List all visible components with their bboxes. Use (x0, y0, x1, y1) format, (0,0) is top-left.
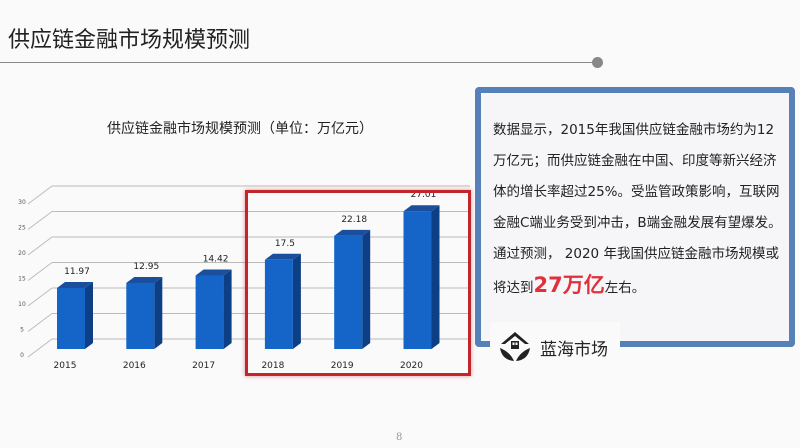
brand-logo: 蓝海市场 (490, 322, 620, 372)
y-tick-label: 15 (18, 276, 26, 283)
x-tick-label: 2018 (261, 361, 284, 371)
summary-text-body: 数据显示，2015年我国供应链金融市场约为12万亿元；而供应链金融在中国、印度等… (493, 122, 782, 296)
house-leaf-icon (500, 332, 530, 361)
data-label: 22.18 (341, 215, 367, 225)
y-tick-label: 5 (20, 327, 24, 334)
x-tick-label: 2015 (54, 361, 77, 371)
y-tick-label: 20 (18, 250, 26, 257)
y-tick-label: 0 (20, 352, 24, 359)
bar (403, 211, 432, 349)
data-label: 17.5 (275, 239, 295, 249)
data-label: 14.42 (203, 254, 229, 264)
title-divider (0, 62, 596, 63)
summary-text: 数据显示，2015年我国供应链金融市场约为12万亿元；而供应链金融在中国、印度等… (493, 115, 783, 304)
bar-side (362, 229, 371, 349)
bar (126, 282, 155, 349)
bar-side (85, 281, 93, 349)
slide-title: 供应链金融市场规模预测 (8, 28, 251, 53)
grid-side-line (27, 287, 53, 307)
grid-side-line (27, 262, 53, 281)
bar-top (126, 276, 163, 283)
divider-dot (592, 57, 603, 68)
bar-side (292, 253, 301, 349)
grid-side-line (27, 185, 53, 205)
summary-panel: 数据显示，2015年我国供应链金融市场约为12万亿元；而供应链金融在中国、印度等… (475, 87, 795, 347)
y-tick-label: 10 (18, 301, 26, 308)
y-tick-label: 30 (18, 199, 26, 206)
bar (264, 259, 293, 349)
x-tick-label: 2017 (192, 361, 215, 371)
bar-side (223, 269, 232, 349)
y-tick-label: 25 (18, 225, 26, 232)
bar-top (403, 205, 440, 212)
data-label: 12.95 (133, 262, 159, 272)
page-number: 8 (396, 432, 403, 443)
summary-text-end: 左右。 (604, 280, 646, 296)
highlight-box (245, 190, 471, 376)
bar-top (264, 253, 301, 260)
x-tick-label: 2020 (400, 361, 423, 371)
bar-side (154, 276, 163, 349)
data-label: 27.01 (411, 190, 437, 200)
summary-highlight: 27万亿 (533, 273, 605, 297)
bar (195, 275, 224, 349)
bar (57, 287, 85, 349)
bar-top (334, 229, 371, 236)
data-label: 11.97 (64, 267, 90, 277)
chart-title: 供应链金融市场规模预测（单位：万亿元） (107, 121, 373, 137)
bar-top (195, 269, 232, 276)
x-tick-label: 2016 (123, 361, 146, 371)
bar-side (431, 205, 440, 349)
bar (334, 235, 363, 349)
grid-side-line (27, 338, 53, 358)
grid-side-line (27, 211, 53, 230)
brand-name: 蓝海市场 (540, 340, 608, 360)
bar-chart: 0 5 10 15 20 25 30 11.97 2015 12.95 2016 14.42 2017 1… (18, 185, 470, 371)
grid-side-line (27, 236, 53, 256)
grid-side-line (27, 313, 53, 332)
bar-top (57, 281, 93, 288)
x-tick-label: 2019 (331, 361, 354, 371)
